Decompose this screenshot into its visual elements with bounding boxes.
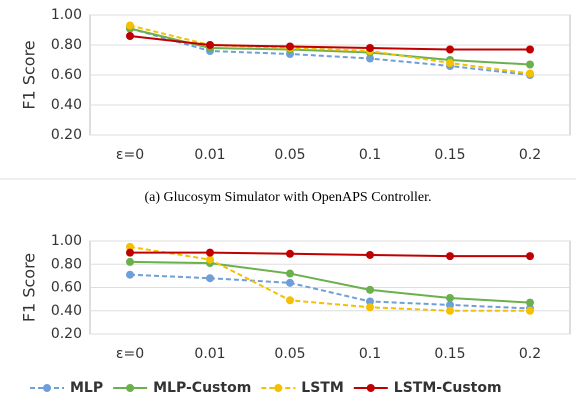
point xyxy=(206,248,214,257)
point xyxy=(446,306,454,315)
y-axis-label: F1 Score xyxy=(20,253,39,322)
point xyxy=(286,278,294,287)
x-tick-label: 0.01 xyxy=(194,147,225,163)
series-line xyxy=(129,27,531,66)
point xyxy=(126,257,134,266)
x-tick-label: 0.01 xyxy=(194,346,225,362)
x-tick-label: 0.2 xyxy=(519,147,541,163)
point xyxy=(526,69,534,78)
point xyxy=(526,45,534,54)
caption: (a) Glucosym Simulator with OpenAPS Cont… xyxy=(145,190,432,205)
y-tick-label: 0.20 xyxy=(51,326,82,342)
point xyxy=(286,42,294,51)
point xyxy=(366,44,374,52)
point xyxy=(446,59,454,67)
legend-marker xyxy=(274,384,283,392)
y-tick-label: 0.40 xyxy=(51,97,82,113)
x-tick-label: ε=0 xyxy=(116,346,144,362)
legend-label: LSTM xyxy=(301,380,344,396)
legend-marker xyxy=(126,384,135,392)
point xyxy=(446,300,454,309)
x-tick-label: 0.15 xyxy=(434,147,465,163)
point xyxy=(286,249,294,258)
y-tick-label: 0.80 xyxy=(51,37,82,53)
legend-marker xyxy=(43,384,51,392)
point xyxy=(126,21,134,30)
x-tick-label: ε=0 xyxy=(116,147,144,163)
point xyxy=(126,32,134,40)
series-line xyxy=(129,24,531,75)
point xyxy=(126,270,134,279)
point xyxy=(286,296,294,305)
point xyxy=(366,54,374,63)
y-tick-label: 0.60 xyxy=(51,280,82,296)
x-tick-label: 0.05 xyxy=(274,346,305,362)
point xyxy=(526,252,534,261)
legend-label: LSTM-Custom xyxy=(394,380,502,396)
point xyxy=(206,255,214,264)
y-tick-label: 1.00 xyxy=(51,233,82,249)
point xyxy=(286,269,294,278)
y-tick-label: 1.00 xyxy=(51,7,82,23)
series-line xyxy=(129,27,531,76)
point xyxy=(526,60,534,69)
legend-marker xyxy=(366,384,375,392)
series-line xyxy=(130,251,530,258)
y-axis-label: F1 Score xyxy=(20,40,39,109)
x-tick-label: 0.1 xyxy=(359,346,381,362)
point xyxy=(446,45,454,54)
point xyxy=(446,252,454,261)
x-tick-label: 0.1 xyxy=(359,147,381,163)
legend-label: MLP xyxy=(70,380,103,396)
y-tick-label: 0.40 xyxy=(51,303,82,319)
point xyxy=(126,248,134,257)
point xyxy=(366,297,374,306)
point xyxy=(526,306,534,315)
series-line xyxy=(129,35,530,51)
series-line xyxy=(129,273,531,310)
point xyxy=(526,298,534,307)
point xyxy=(446,293,454,302)
point xyxy=(206,41,214,49)
y-tick-label: 0.80 xyxy=(51,256,82,272)
point xyxy=(366,303,374,312)
series-line xyxy=(129,245,530,312)
series-line xyxy=(129,260,531,304)
legend-label: MLP-Custom xyxy=(153,380,251,396)
y-tick-label: 0.20 xyxy=(51,127,82,143)
x-tick-label: 0.15 xyxy=(434,346,465,362)
y-tick-label: 0.60 xyxy=(51,67,82,83)
x-tick-label: 0.05 xyxy=(274,147,305,163)
point xyxy=(126,242,134,251)
point xyxy=(366,250,374,259)
point xyxy=(206,274,214,283)
point xyxy=(366,285,374,294)
x-tick-label: 0.2 xyxy=(519,346,541,362)
